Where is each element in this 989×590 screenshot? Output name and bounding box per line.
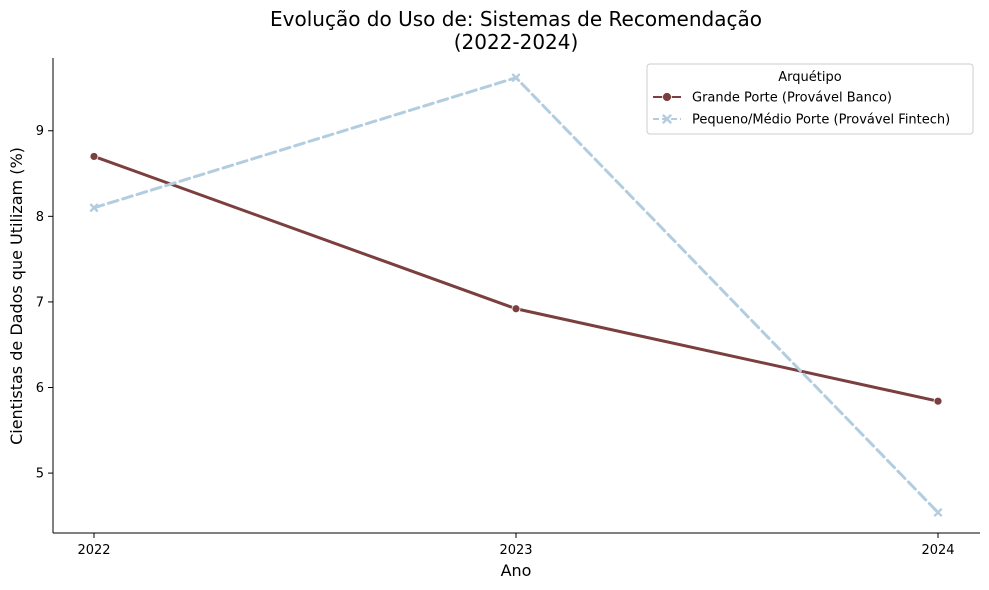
data-point [511,304,521,314]
y-axis-ticks: 5 6 7 8 9 [36,124,53,482]
legend-box [646,63,974,135]
y-tick-label: 7 [36,295,44,310]
legend-label: Grande Porte (Provável Banco) [692,91,892,106]
data-point [89,203,99,212]
y-tick-label: 6 [36,381,44,396]
series-layer [89,73,943,517]
legend-label: Pequeno/Médio Porte (Provável Fintech) [692,113,950,128]
legend-entry: Grande Porte (Provável Banco) [653,91,892,106]
legend-entry: Pequeno/Médio Porte (Provável Fintech) [653,113,950,128]
chart-title-line1: Evolução do Uso de: Sistemas de Recomend… [270,7,762,31]
chart-title-line2: (2022-2024) [454,30,579,54]
data-point [933,508,943,517]
x-tick-label: 2023 [499,543,532,558]
x-tick-label: 2022 [77,543,110,558]
data-point [89,152,99,161]
legend-marker [662,92,672,102]
legend-title: Arquétipo [778,70,841,85]
legend-marker [662,114,672,124]
y-tick-label: 5 [36,467,44,482]
x-tick-label: 2024 [921,543,954,558]
series-2 [89,73,943,517]
x-axis-label: Ano [501,561,532,580]
y-tick-label: 8 [36,210,44,225]
y-tick-label: 9 [36,124,44,139]
series-line [92,76,940,514]
legend: Arquétipo Grande Porte (Provável Banco) P… [646,63,974,135]
data-point [933,396,943,406]
y-axis-label: Cientistas de Dados que Utilizam (%) [7,147,26,445]
series-1 [89,152,943,406]
series-line [92,154,940,403]
data-point [511,73,521,82]
x-axis-ticks: 2022 2023 2024 [77,533,955,558]
